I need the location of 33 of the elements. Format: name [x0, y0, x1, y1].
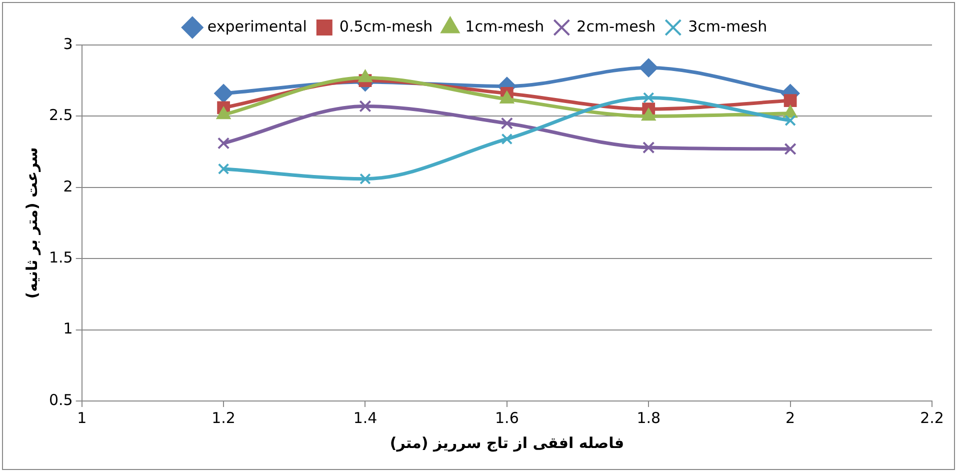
y-tick-label: 3 [63, 34, 73, 53]
x-tick-label: 1.8 [636, 408, 661, 427]
y-tick-label: 1 [63, 320, 73, 338]
y-axis-title: سرعت (متر بر ثانیه) [22, 147, 41, 299]
point [359, 100, 372, 112]
x-tick-label: 1.4 [353, 408, 378, 427]
x-axis-title: فاصله افقی از تاج سرریز (متر) [390, 434, 624, 452]
y-tick-label: 2.5 [48, 106, 73, 124]
point [217, 137, 230, 150]
point [360, 173, 371, 185]
y-tick-label: 1.5 [48, 248, 73, 266]
legend-label: 0.5cm-mesh [339, 17, 433, 36]
x-tick-label: 2 [786, 408, 796, 427]
x-tick-label: 1.2 [212, 408, 236, 427]
point [214, 84, 234, 103]
point [784, 142, 796, 156]
legend-label: 1cm-mesh [465, 17, 544, 36]
legend-label: 2cm-mesh [576, 17, 656, 36]
point [639, 58, 658, 78]
point [218, 163, 230, 175]
point [784, 114, 796, 126]
legend-label: experimental [207, 17, 307, 36]
x-tick-label: 1.6 [495, 408, 519, 427]
legend-label: 3cm-mesh [688, 17, 768, 36]
point [784, 94, 797, 107]
point [501, 133, 513, 145]
point [642, 92, 654, 104]
point [642, 141, 655, 154]
point [500, 117, 514, 130]
x-tick-label: 2.2 [920, 408, 944, 427]
x-tick-label: 1 [77, 408, 87, 427]
y-tick-label: 2 [63, 177, 73, 196]
y-tick-label: 0.5 [48, 390, 73, 409]
